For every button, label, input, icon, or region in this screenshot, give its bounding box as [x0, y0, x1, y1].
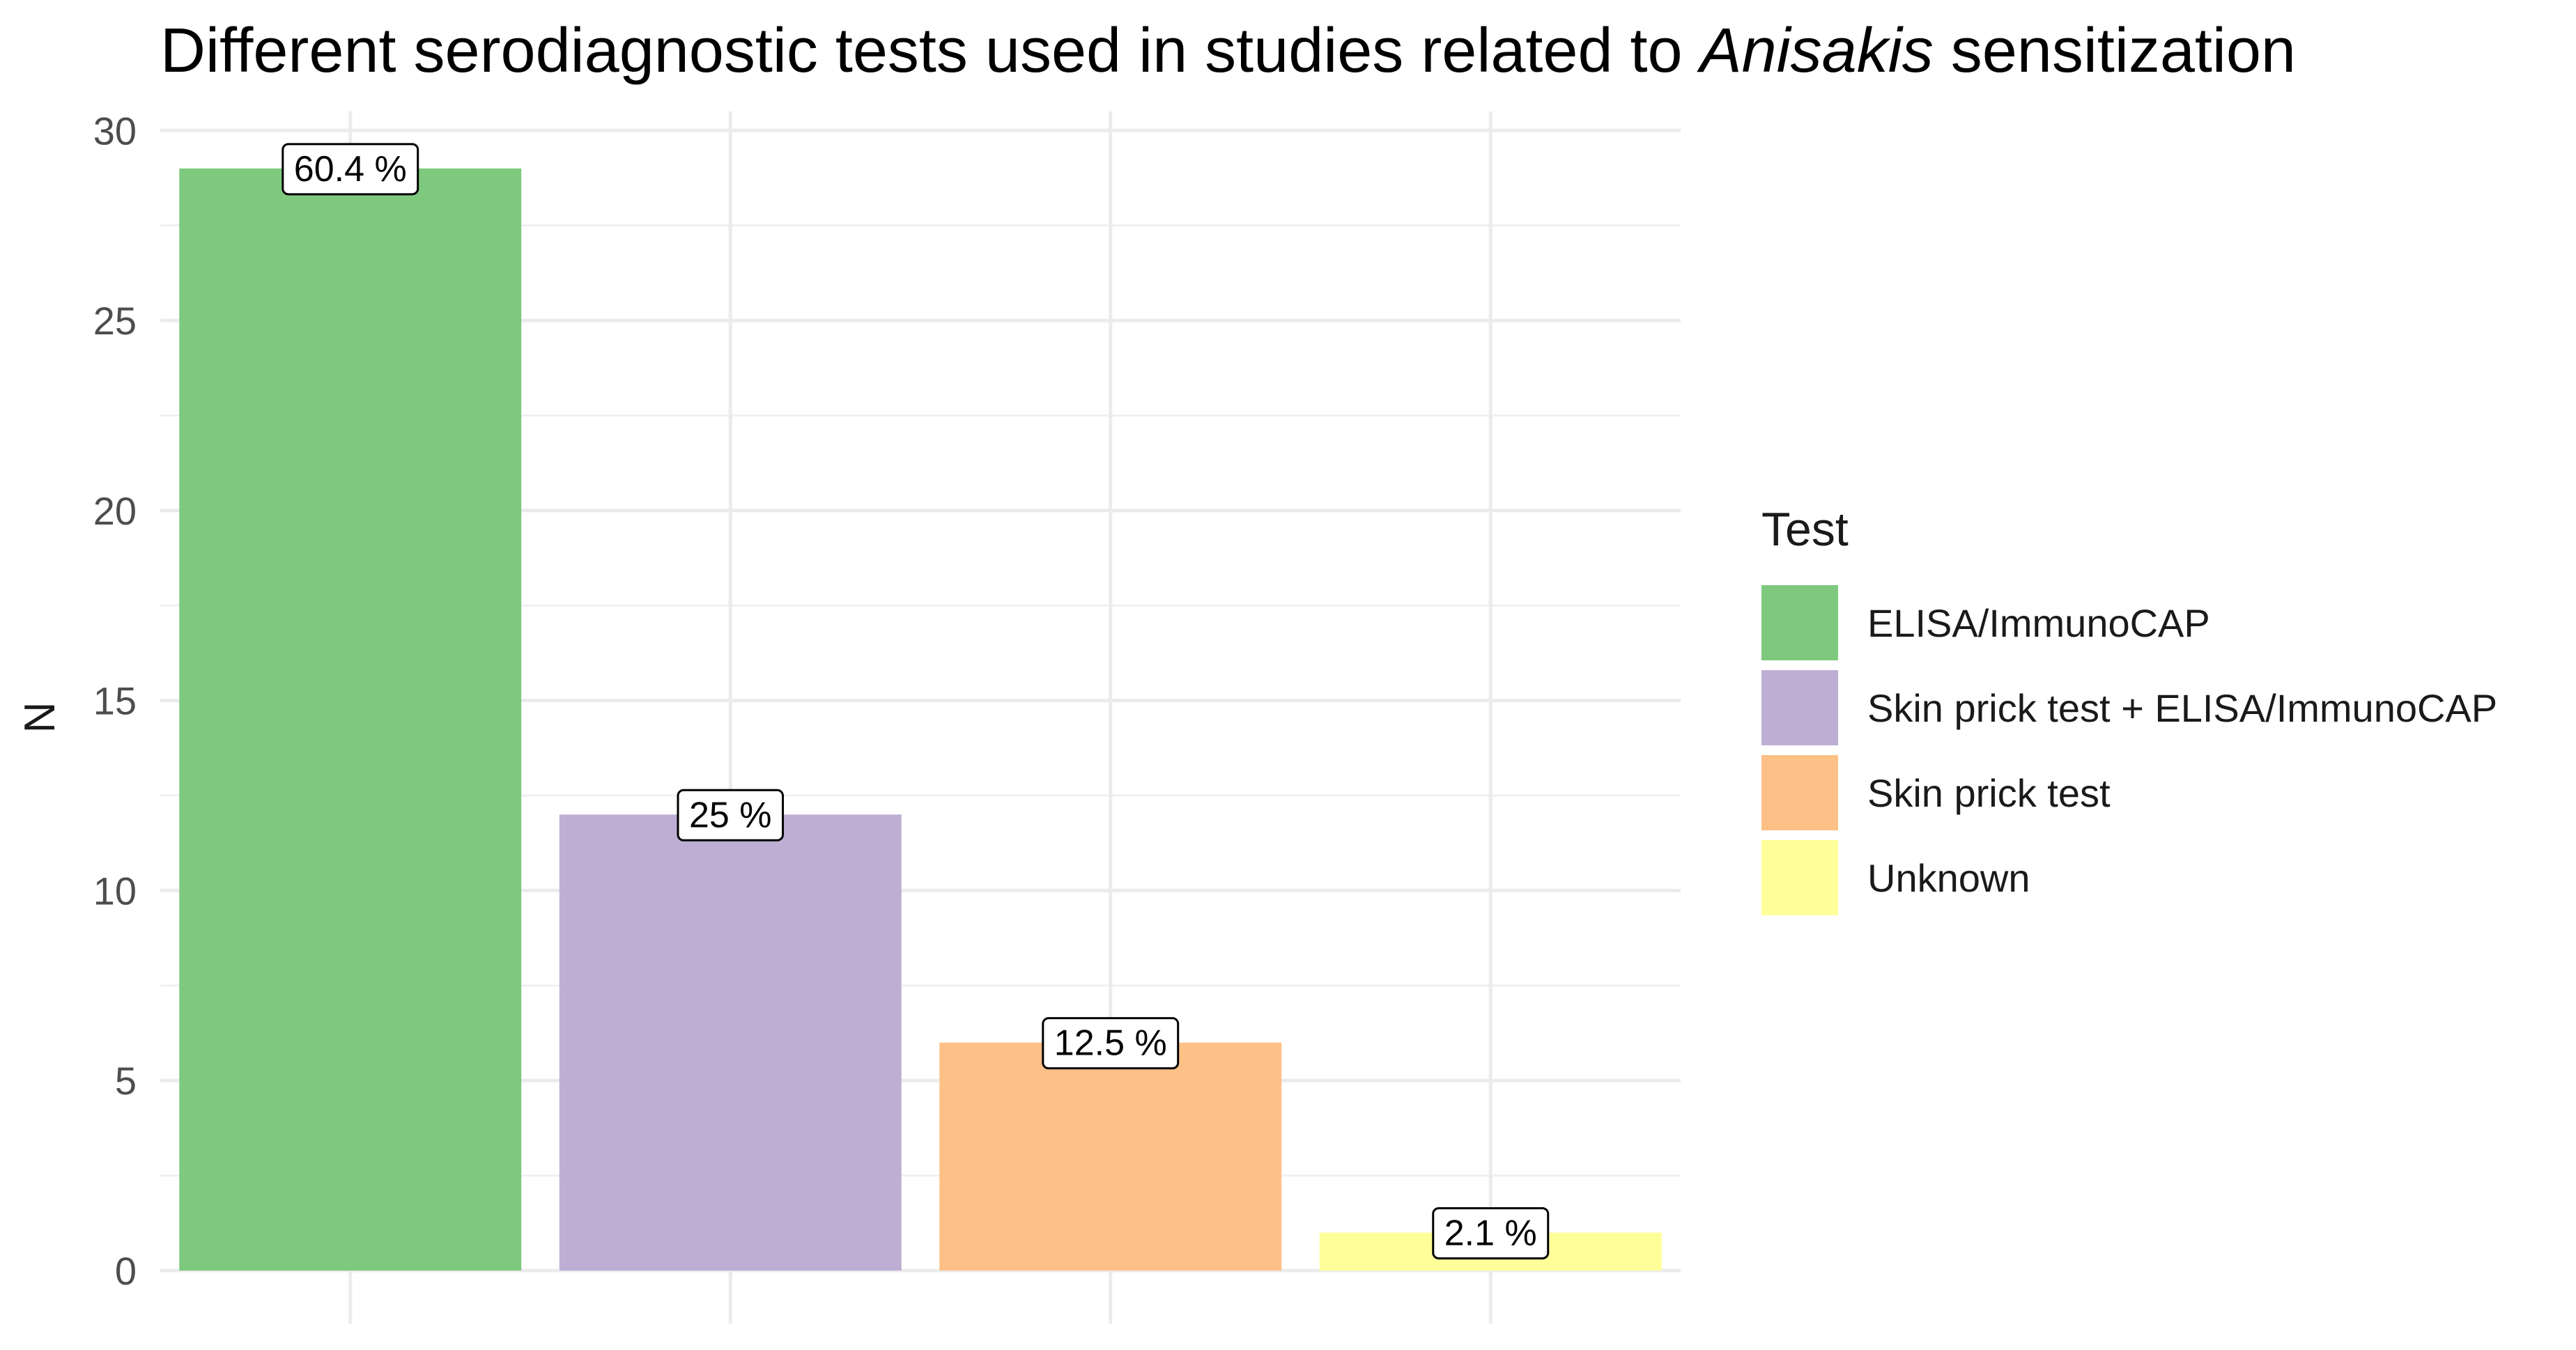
legend-label: Skin prick test + ELISA/ImmunoCAP — [1867, 685, 2498, 730]
data-label-text: 2.1 % — [1444, 1213, 1537, 1253]
data-label-box — [677, 789, 785, 841]
y-tick-label: 20 — [93, 489, 137, 533]
legend-swatch — [1761, 840, 1838, 915]
chart-title-suffix: sensitization — [1933, 16, 2296, 86]
legend-swatch — [1761, 670, 1838, 745]
y-axis-title: N — [16, 702, 64, 734]
data-label: 25 % — [677, 789, 785, 841]
data-label: 12.5 % — [1042, 1017, 1180, 1070]
y-tick-label: 5 — [115, 1059, 137, 1103]
y-tick-label: 30 — [93, 109, 137, 153]
data-label-text: 25 % — [689, 795, 772, 835]
legend-item: ELISA/ImmunoCAP — [1761, 585, 2497, 660]
bar — [179, 168, 522, 1271]
y-tick-label: 25 — [93, 299, 137, 343]
bars-layer — [179, 168, 1662, 1271]
data-label-box — [1042, 1017, 1180, 1070]
data-label: 2.1 % — [1432, 1207, 1550, 1259]
data-label-text: 60.4 % — [294, 149, 407, 189]
legend-item: Skin prick test + ELISA/ImmunoCAP — [1761, 670, 2497, 745]
legend-label: ELISA/ImmunoCAP — [1867, 600, 2210, 645]
data-label-box — [1432, 1207, 1550, 1259]
legend-title: Test — [1761, 503, 1849, 556]
legend-swatch — [1761, 585, 1838, 660]
legend-swatch — [1761, 755, 1838, 830]
y-axis-ticks: 0 5 10 15 20 25 30 — [93, 109, 137, 1293]
data-label: 60.4 % — [281, 143, 419, 196]
legend-items: ELISA/ImmunoCAP Skin prick test + ELISA/I… — [1761, 585, 2497, 915]
legend-item: Unknown — [1761, 840, 2497, 915]
legend-item: Skin prick test — [1761, 755, 2497, 830]
chart-title-prefix: Different serodiagnostic tests used in s… — [160, 16, 1700, 86]
bar — [939, 1042, 1282, 1271]
bar — [559, 814, 902, 1271]
legend-label: Unknown — [1867, 855, 2030, 900]
chart-title: Different serodiagnostic tests used in s… — [160, 13, 2296, 89]
y-tick-label: 15 — [93, 679, 137, 723]
y-tick-label: 0 — [115, 1249, 137, 1293]
data-labels-layer: 60.4 % 25 % 12.5 % 2.1 % — [281, 143, 1550, 1259]
legend: Test ELISA/ImmunoCAP Skin prick test + EL… — [1761, 502, 2497, 925]
data-label-text: 12.5 % — [1054, 1023, 1167, 1064]
chart-title-italic: Anisakis — [1699, 16, 1934, 86]
legend-label: Skin prick test — [1867, 770, 2111, 815]
data-label-box — [281, 143, 419, 196]
y-tick-label: 10 — [93, 869, 137, 913]
